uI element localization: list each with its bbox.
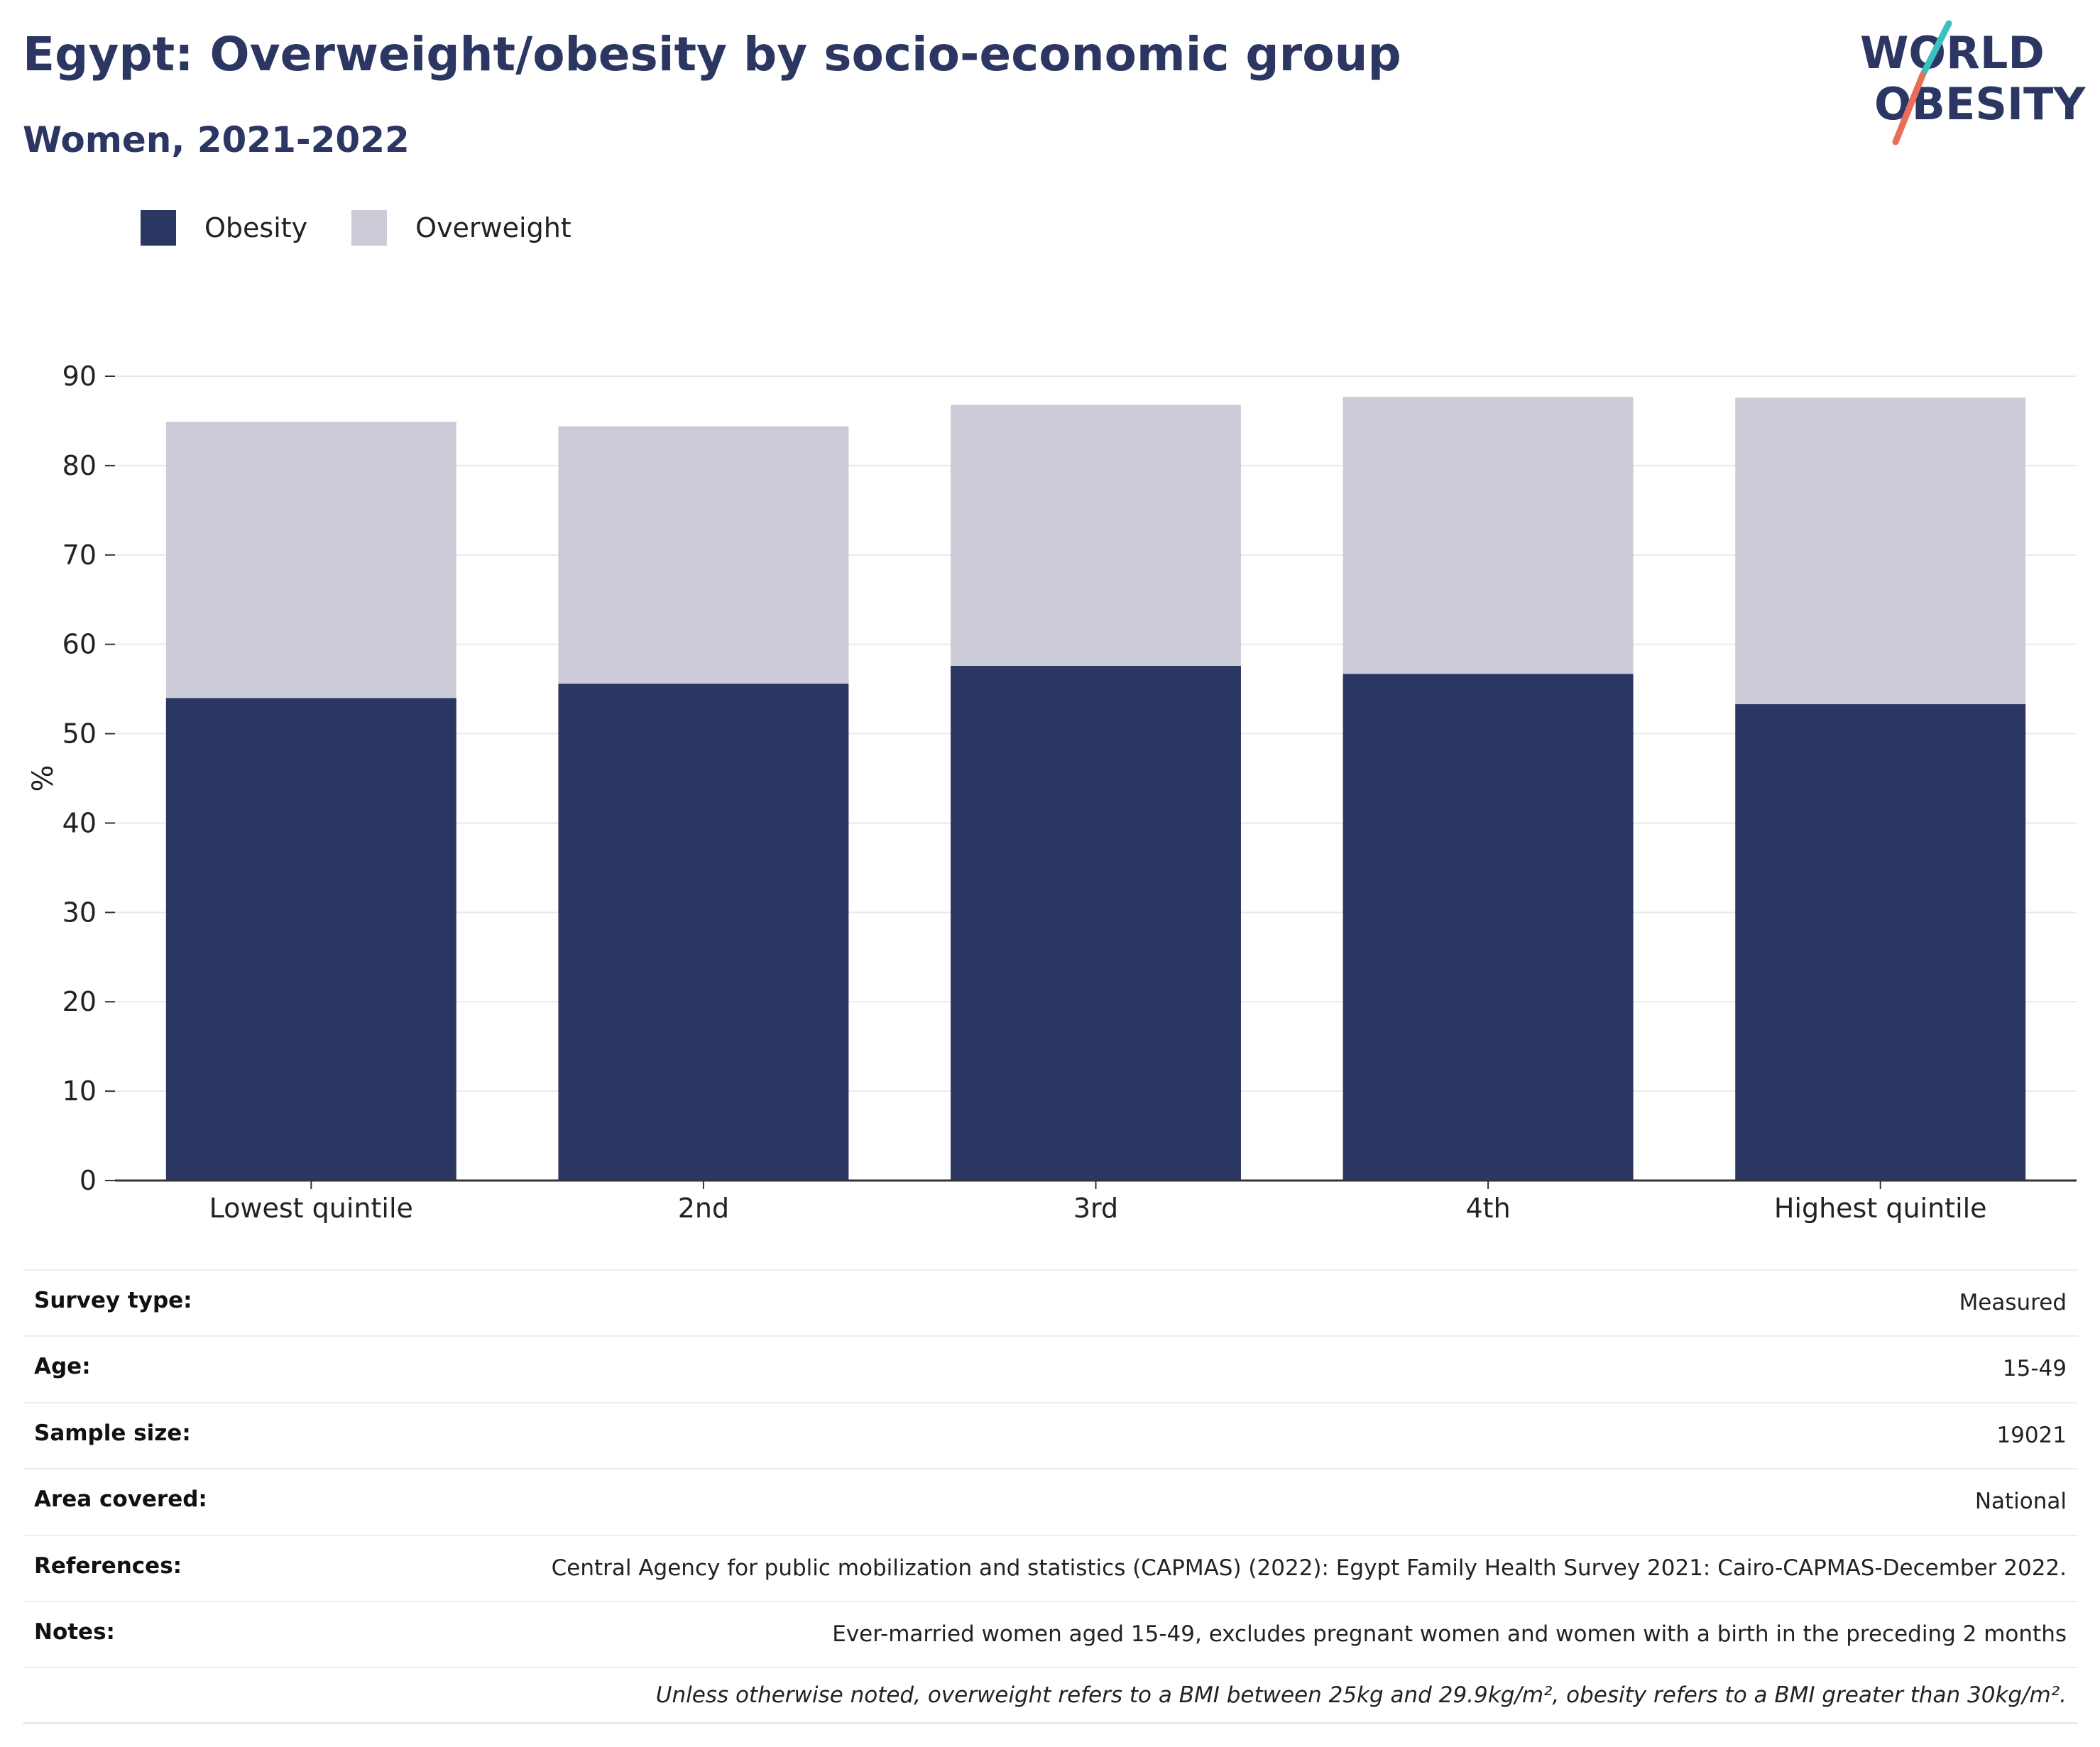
meta-row: Survey type: Measured bbox=[23, 1270, 2078, 1336]
world-obesity-logo: WORLD OBESITY bbox=[1860, 20, 2086, 146]
y-tick-label: 90 bbox=[62, 361, 97, 392]
y-tick-label: 30 bbox=[62, 897, 97, 928]
chart-legend: Obesity Overweight bbox=[141, 210, 616, 246]
y-tick-label: 10 bbox=[62, 1075, 97, 1107]
y-tick-label: 20 bbox=[62, 986, 97, 1017]
bar-obesity-5[interactable] bbox=[1735, 704, 2026, 1181]
meta-key: Area covered: bbox=[34, 1486, 207, 1513]
x-tick-label: 3rd bbox=[1073, 1193, 1118, 1224]
meta-value: 15-49 bbox=[2002, 1356, 2067, 1382]
meta-value: National bbox=[1974, 1489, 2067, 1515]
x-tick-label: Lowest quintile bbox=[209, 1193, 413, 1224]
logo-teal-slash bbox=[1919, 20, 1952, 79]
bar-obesity-4[interactable] bbox=[1342, 674, 1634, 1181]
meta-key: Survey type: bbox=[34, 1288, 192, 1313]
x-tick-label: Highest quintile bbox=[1774, 1193, 1987, 1224]
legend-swatch-obesity bbox=[141, 210, 176, 246]
y-axis-title: % bbox=[27, 765, 60, 792]
y-tick-label: 40 bbox=[62, 807, 97, 838]
logo-coral-slash bbox=[1892, 72, 1926, 146]
bar-obesity-3[interactable] bbox=[951, 665, 1241, 1181]
footnote-row: Unless otherwise noted, overweight refer… bbox=[23, 1667, 2078, 1725]
y-tick-label: 80 bbox=[62, 450, 97, 481]
bar-overweight-5[interactable] bbox=[1735, 398, 2026, 705]
legend-label-overweight: Overweight bbox=[415, 212, 572, 243]
meta-row: Age: 15-49 bbox=[23, 1336, 2078, 1402]
chart-title: Egypt: Overweight/obesity by socio-econo… bbox=[23, 27, 1401, 82]
bar-overweight-4[interactable] bbox=[1342, 396, 1634, 674]
bar-overweight-1[interactable] bbox=[165, 422, 456, 699]
x-tick-label: 4th bbox=[1466, 1193, 1511, 1224]
chart-subtitle: Women, 2021-2022 bbox=[23, 119, 410, 160]
meta-row: Notes: Ever-married women aged 15-49, exc… bbox=[23, 1601, 2078, 1667]
y-tick-label: 50 bbox=[62, 718, 97, 750]
meta-value: Measured bbox=[1959, 1290, 2067, 1315]
bar-obesity-1[interactable] bbox=[165, 698, 456, 1181]
legend-item-overweight[interactable]: Overweight bbox=[351, 210, 572, 246]
meta-value: Central Agency for public mobilization a… bbox=[551, 1555, 2067, 1581]
x-tick-label: 2nd bbox=[678, 1193, 729, 1224]
meta-key: Age: bbox=[34, 1354, 91, 1380]
meta-key: References: bbox=[34, 1552, 182, 1579]
legend-item-obesity[interactable]: Obesity bbox=[141, 210, 307, 246]
bar-obesity-2[interactable] bbox=[558, 684, 849, 1181]
y-axis-ticks: 0 10 20 30 40 50 60 70 80 90 bbox=[62, 361, 115, 1196]
meta-row: Area covered: National bbox=[23, 1469, 2078, 1535]
legend-label-obesity: Obesity bbox=[204, 212, 308, 243]
legend-swatch-overweight bbox=[351, 210, 388, 246]
survey-metadata-table: Survey type: Measured Age: 15-49 Sample size… bbox=[23, 1269, 2078, 1725]
logo-line1: WORLD bbox=[1860, 27, 2045, 79]
meta-value: 19021 bbox=[1996, 1422, 2067, 1448]
meta-row: References: Central Agency for public mob… bbox=[23, 1535, 2078, 1601]
footnote-text: Unless otherwise noted, overweight refer… bbox=[23, 1667, 2078, 1725]
bar-overweight-3[interactable] bbox=[951, 405, 1241, 666]
bars bbox=[165, 396, 2026, 1181]
y-tick-label: 70 bbox=[62, 540, 97, 571]
x-axis-ticks: Lowest quintile 2nd 3rd 4th Highest quintile bbox=[209, 1181, 1987, 1224]
meta-key: Sample size: bbox=[34, 1420, 191, 1446]
meta-key: Notes: bbox=[34, 1619, 115, 1645]
y-tick-label: 60 bbox=[62, 629, 97, 660]
meta-value: Ever-married women aged 15-49, excludes … bbox=[832, 1621, 2067, 1647]
y-tick-label: 0 bbox=[80, 1165, 97, 1196]
stacked-bar-chart: 0 10 20 30 40 50 60 70 80 90 Lowest quintile 2nd 3r… bbox=[27, 361, 2077, 1224]
meta-row: Sample size: 19021 bbox=[23, 1402, 2078, 1469]
bar-overweight-2[interactable] bbox=[558, 426, 849, 684]
